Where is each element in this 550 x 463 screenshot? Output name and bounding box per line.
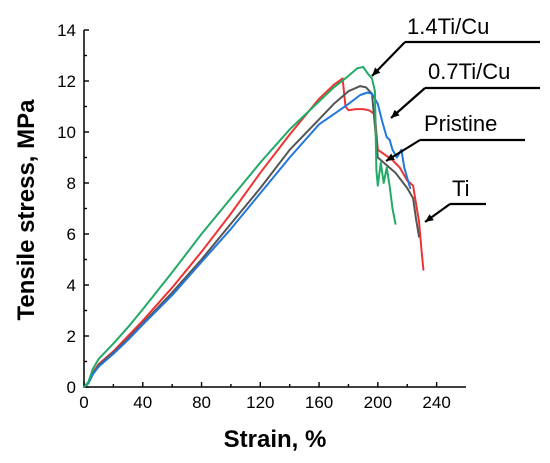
y-axis-ticks: 0 2 4 6 8 10 12 14: [57, 21, 89, 397]
y-tick-label: 2: [67, 327, 76, 346]
callout-label: Pristine: [424, 111, 497, 136]
x-tick-label: 160: [305, 393, 333, 412]
x-tick-label: 200: [364, 393, 392, 412]
x-tick-label: 120: [246, 393, 274, 412]
y-tick-label: 14: [57, 21, 76, 40]
x-tick-label: 80: [192, 393, 211, 412]
series-layer: [83, 66, 425, 388]
y-tick-label: 0: [67, 378, 76, 397]
x-axis-title: Strain, %: [224, 426, 327, 453]
callout-label: 0.7Ti/Cu: [428, 59, 510, 84]
x-axis-ticks: 0 40 80 120 160 200 240: [79, 382, 451, 412]
series-line-ti: [83, 77, 425, 388]
callout-label: Ti: [452, 176, 470, 201]
series-callouts: 1.4Ti/Cu 0.7Ti/Cu Pristine Ti: [371, 14, 540, 223]
x-tick-label: 40: [133, 393, 152, 412]
callout-arrowhead: [386, 153, 395, 161]
series-line-1-4ti-cu: [83, 66, 397, 388]
y-tick-label: 8: [67, 174, 76, 193]
callout-label: 1.4Ti/Cu: [407, 14, 489, 39]
series-line-pristine: [83, 85, 420, 388]
callout-arrowhead: [372, 67, 381, 76]
y-tick-label: 6: [67, 225, 76, 244]
series-line-0-7ti-cu: [83, 91, 412, 388]
y-tick-label: 10: [57, 123, 76, 142]
y-axis-title: Tensile stress, MPa: [13, 99, 40, 321]
callout-arrowhead: [391, 109, 400, 118]
plot-area: 0 40 80 120 160 200 240 0 2 4 6 8 10 12 14 1.4Ti/Cu 0.…: [57, 14, 540, 412]
x-tick-label: 240: [422, 393, 450, 412]
y-tick-label: 12: [57, 72, 76, 91]
y-tick-label: 4: [67, 276, 76, 295]
callout-arrowhead: [425, 214, 434, 222]
x-tick-label: 0: [79, 393, 88, 412]
